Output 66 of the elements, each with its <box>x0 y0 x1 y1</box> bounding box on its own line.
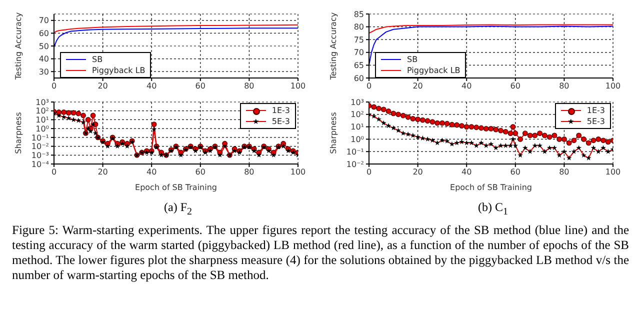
y-tick-label: 10³ <box>350 98 364 107</box>
y-axis-title: Testing Accuracy <box>328 12 338 81</box>
y-tick-label: 30 <box>38 67 49 76</box>
x-tick-label: 60 <box>510 168 520 177</box>
y-axis-title: Sharpness <box>328 112 338 154</box>
x-tick-label: 80 <box>559 82 570 91</box>
x-tick-label: 40 <box>462 168 472 177</box>
y-tick-label: 10¹ <box>36 116 49 125</box>
x-tick-label: 0 <box>51 168 57 177</box>
text: (a) F$_{2}$ <box>163 200 193 218</box>
caption: Figure 5: Warm-starting experiments. The upper figures report the testing accuracy of the SB method (blue line) and the testing accuracy of the warm started (piggybacked) LB method (red line), as a function of the number of epochs of the SB method. The lower figures plot the sharpness measure (4) for the solutions obtained by the piggybacked LB method v/s the number of warm-starting epochs of the SB method. <box>11 223 630 284</box>
legend-label: 5E-3 <box>586 116 605 127</box>
y-tick-label: 75 <box>354 35 364 44</box>
y-tick-label: 10⁻¹ <box>346 147 364 156</box>
x-tick-label: 0 <box>51 82 57 91</box>
y-tick-label: 10² <box>350 110 364 120</box>
y-tick-label: 85 <box>354 10 364 19</box>
x-tick-label: 100 <box>290 82 306 91</box>
y-tick-label: 60 <box>354 74 364 83</box>
x-tick-label: 100 <box>290 168 306 177</box>
x-tick-label: 20 <box>412 82 423 91</box>
x-tick-label: 100 <box>605 168 621 177</box>
y-tick-label: 10³ <box>36 98 49 107</box>
x-tick-label: 60 <box>195 82 206 91</box>
x-axis-title: Epoch of SB Training <box>135 183 217 192</box>
y-tick-label: 10² <box>36 106 49 116</box>
x-tick-label: 80 <box>559 168 570 177</box>
y-tick-label: 10⁻³ <box>31 150 49 160</box>
x-axis-title: Epoch of SB Training <box>450 183 532 192</box>
x-tick-label: 40 <box>146 82 157 91</box>
x-tick-label: 80 <box>244 82 254 91</box>
x-tick-label: 60 <box>510 82 520 91</box>
y-tick-label: 70 <box>38 16 49 26</box>
y-axis-title: Testing Accuracy <box>14 12 23 81</box>
x-tick-label: 100 <box>605 82 621 91</box>
y-tick-label: 10¹ <box>350 122 364 132</box>
x-tick-label: 40 <box>462 82 472 91</box>
x-tick-label: 60 <box>195 168 206 177</box>
x-tick-label: 40 <box>146 168 157 177</box>
y-tick-label: 80 <box>354 22 364 32</box>
x-tick-label: 80 <box>244 168 254 177</box>
y-tick-label: 50 <box>38 42 49 51</box>
legend-label: SB <box>407 54 418 65</box>
y-tick-label: 10⁻¹ <box>31 133 49 142</box>
y-tick-label: 40 <box>38 54 49 64</box>
x-tick-label: 20 <box>412 168 423 177</box>
y-tick-label: 70 <box>354 48 364 58</box>
x-tick-label: 20 <box>98 168 108 177</box>
x-tick-label: 0 <box>366 82 372 91</box>
legend-label: SB <box>92 54 103 65</box>
y-tick-label: 10⁻⁴ <box>31 160 49 169</box>
text: (b) C$_{1}$ <box>477 200 509 218</box>
x-tick-label: 0 <box>366 168 372 177</box>
y-axis-title: Sharpness <box>14 112 23 154</box>
legend-label: 5E-3 <box>272 116 290 127</box>
y-tick-label: 65 <box>354 61 364 70</box>
y-tick-label: 10⁻² <box>31 142 49 152</box>
legend-label: 1E-3 <box>586 105 605 116</box>
y-tick-label: 10⁰ <box>36 124 49 134</box>
legend-label: 1E-3 <box>272 105 290 116</box>
legend-label: Piggyback LB <box>407 65 460 76</box>
legend-label: Piggyback LB <box>92 65 146 76</box>
x-tick-label: 20 <box>98 82 108 91</box>
y-tick-label: 10⁻² <box>346 160 364 169</box>
y-tick-label: 60 <box>38 29 49 38</box>
y-tick-label: 10⁰ <box>350 135 364 144</box>
